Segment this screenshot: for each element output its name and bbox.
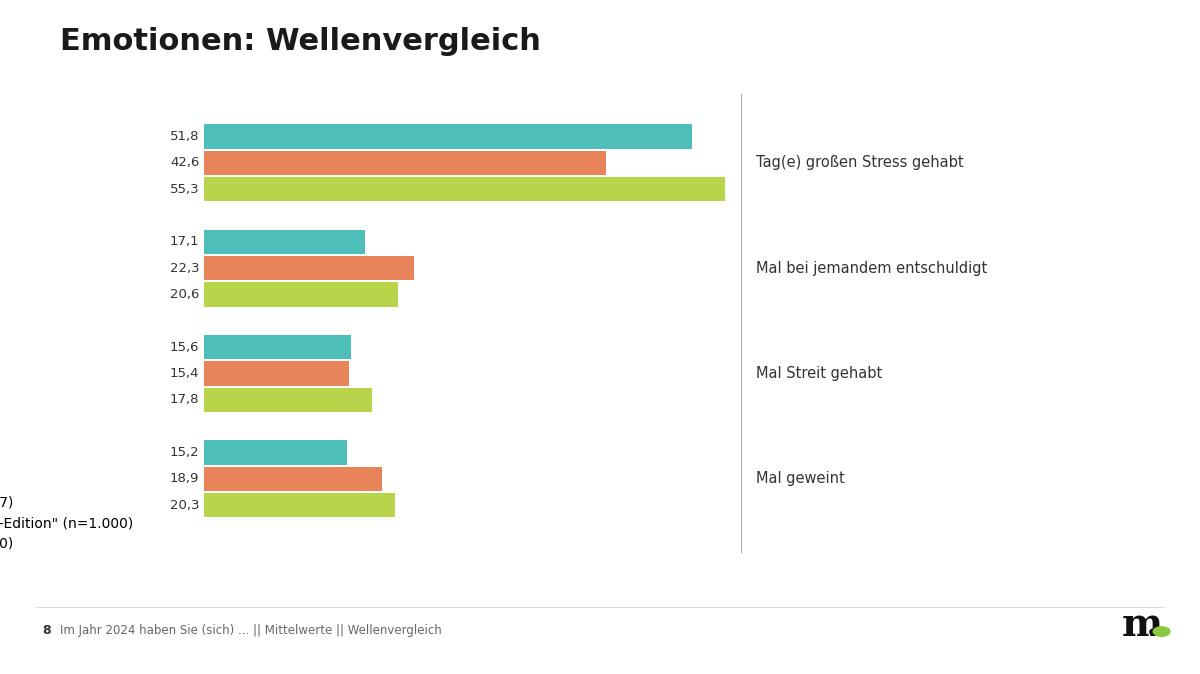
Text: 18,9: 18,9 <box>170 472 199 485</box>
Bar <box>204 335 352 359</box>
Text: Emotionen: Wellenvergleich: Emotionen: Wellenvergleich <box>60 27 541 56</box>
Text: 20,3: 20,3 <box>169 499 199 512</box>
Bar <box>204 493 396 518</box>
Bar <box>204 256 414 280</box>
Text: Tag(e) großen Stress gehabt: Tag(e) großen Stress gehabt <box>756 155 964 171</box>
Text: 55,3: 55,3 <box>169 183 199 195</box>
Bar <box>204 441 347 464</box>
Text: Mal Streit gehabt: Mal Streit gehabt <box>756 366 882 381</box>
Text: 51,8: 51,8 <box>169 130 199 143</box>
Text: 8: 8 <box>42 624 50 637</box>
Text: Mal geweint: Mal geweint <box>756 471 845 487</box>
Bar <box>204 177 726 202</box>
Text: 15,4: 15,4 <box>169 367 199 380</box>
Text: .: . <box>1146 606 1159 644</box>
Legend: Dezember 2017 (n=2.017), Dezember 2020 "Corona-Edition" (n=1.000), Dezember 2024: Dezember 2017 (n=2.017), Dezember 2020 "… <box>0 496 133 550</box>
Bar <box>204 467 383 491</box>
Bar <box>204 230 365 254</box>
Text: 15,2: 15,2 <box>169 446 199 459</box>
Bar <box>204 361 349 386</box>
Bar <box>204 125 692 149</box>
Bar <box>204 388 372 412</box>
Text: 17,8: 17,8 <box>169 394 199 406</box>
Text: m: m <box>1122 606 1163 644</box>
Text: 17,1: 17,1 <box>169 235 199 248</box>
Text: Mal bei jemandem entschuldigt: Mal bei jemandem entschuldigt <box>756 261 986 276</box>
Bar <box>204 151 606 175</box>
Text: 15,6: 15,6 <box>169 341 199 354</box>
Bar <box>204 282 398 307</box>
Text: Im Jahr 2024 haben Sie (sich) ... || Mittelwerte || Wellenvergleich: Im Jahr 2024 haben Sie (sich) ... || Mit… <box>60 624 442 637</box>
Text: 22,3: 22,3 <box>169 262 199 275</box>
Text: 20,6: 20,6 <box>170 288 199 301</box>
Text: 42,6: 42,6 <box>170 156 199 169</box>
